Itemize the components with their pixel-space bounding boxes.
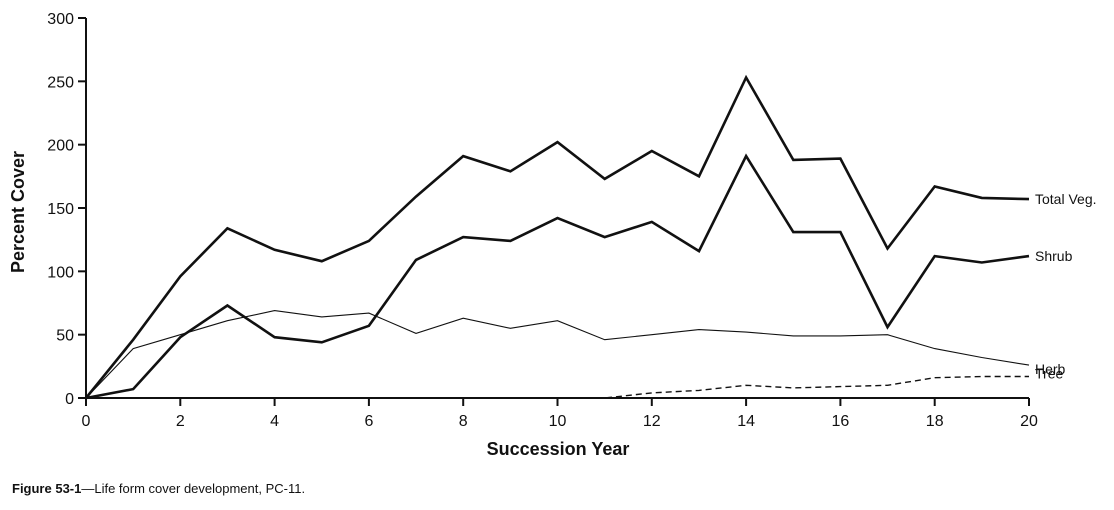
figure-label: Figure 53-1 <box>12 481 82 496</box>
x-tick-label: 18 <box>926 413 944 430</box>
y-tick-label: 300 <box>47 11 74 28</box>
figure-caption: Figure 53-1—Life form cover development,… <box>12 481 305 496</box>
line-chart: 0 50 100 150 200 250 300 0 2 4 6 8 10 12 14 16 18 20 Tota… <box>8 11 1097 459</box>
x-tick-label: 12 <box>643 413 661 430</box>
x-tick-label: 0 <box>82 413 91 430</box>
x-tick-label: 14 <box>737 413 755 430</box>
series-lines <box>84 74 1030 400</box>
series-line-total-veg <box>84 74 1030 399</box>
x-tick-label: 8 <box>459 413 468 430</box>
series-line-shrub <box>85 153 1030 400</box>
y-tick-label: 50 <box>56 328 74 345</box>
y-axis-title: Percent Cover <box>8 151 28 273</box>
y-tick-label: 0 <box>65 391 74 408</box>
y-tick-label: 100 <box>47 264 74 281</box>
x-axis-title: Succession Year <box>487 439 630 459</box>
y-tick-label: 250 <box>47 74 74 91</box>
series-label-shrub: Shrub <box>1035 248 1073 264</box>
series-label-tree: Tree <box>1035 365 1063 381</box>
x-tick-label: 6 <box>364 413 373 430</box>
figure-caption-text: —Life form cover development, PC-11. <box>81 481 306 496</box>
x-tick-label: 20 <box>1020 413 1038 430</box>
series-label-herb: Herb <box>1035 361 1066 377</box>
x-tick-label: 10 <box>549 413 567 430</box>
series-label-total-veg: Total Veg. <box>1035 191 1097 207</box>
series-line-herb <box>85 310 1030 399</box>
y-tick-label: 200 <box>47 138 74 155</box>
axes: 0 50 100 150 200 250 300 0 2 4 6 8 10 12 14 16 18 20 <box>47 11 1038 430</box>
y-tick-label: 150 <box>47 201 74 218</box>
x-tick-label: 2 <box>176 413 185 430</box>
series-line-tree <box>86 375 1029 399</box>
x-tick-label: 16 <box>832 413 850 430</box>
x-tick-label: 4 <box>270 413 279 430</box>
